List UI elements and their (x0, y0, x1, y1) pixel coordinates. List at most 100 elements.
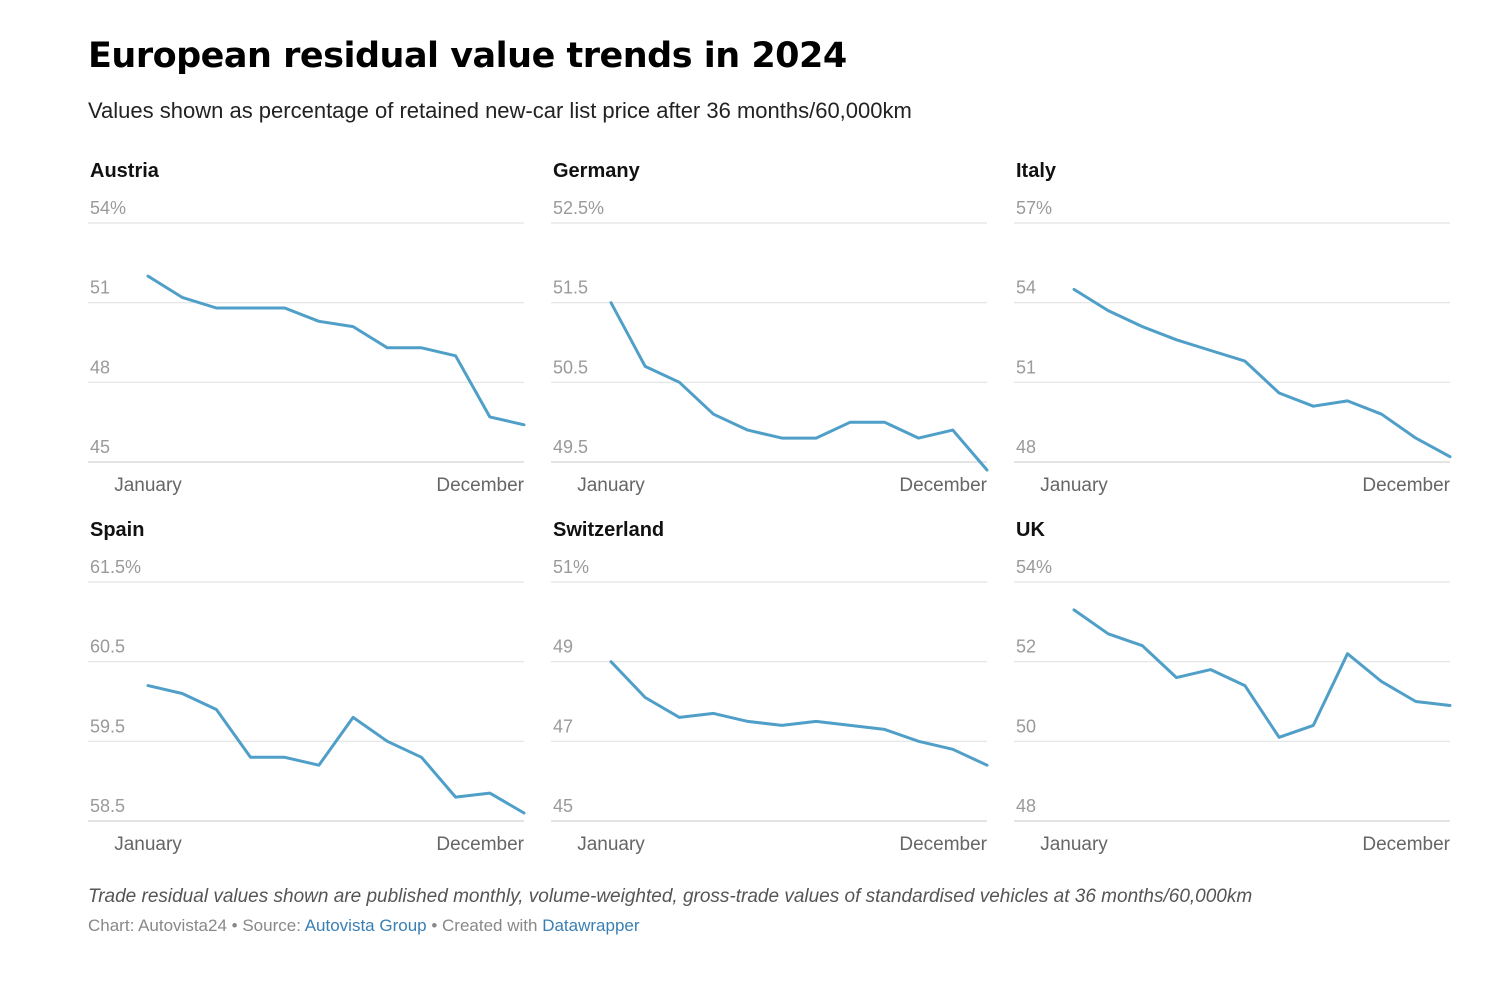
y-tick-label: 61.5% (90, 557, 141, 577)
x-tick-label: December (899, 475, 987, 496)
x-tick-label: January (114, 475, 182, 496)
data-point (814, 436, 818, 440)
panel-title: Spain (90, 519, 145, 541)
data-point (454, 354, 458, 358)
series-line (146, 274, 526, 427)
data-point (882, 420, 886, 424)
y-tick-label: 52.5% (553, 198, 604, 218)
data-point (214, 707, 218, 711)
data-point (1277, 735, 1281, 739)
line-chart-svg: 52.5% 51.5 50.5 49.5 January December (551, 198, 989, 496)
data-point (917, 436, 921, 440)
data-point (385, 346, 389, 350)
data-point (712, 711, 716, 715)
x-tick-label: January (114, 834, 182, 855)
data-point (609, 660, 613, 664)
data-point (677, 715, 681, 719)
panel-title: Switzerland (553, 519, 665, 541)
series-line (1072, 608, 1452, 739)
data-point (1311, 723, 1315, 727)
y-tick-label: 45 (90, 437, 110, 457)
x-tick-label: December (1362, 475, 1450, 496)
data-point (522, 811, 526, 815)
y-tick-label: 51% (553, 557, 589, 577)
data-point (848, 723, 852, 727)
data-point (1380, 412, 1384, 416)
y-tick-label: 49.5 (553, 437, 588, 457)
y-tick-label: 48 (90, 357, 110, 377)
series-line (1072, 287, 1452, 459)
y-tick-label: 60.5 (90, 637, 125, 657)
y-tick-label: 49 (553, 637, 573, 657)
data-point (1209, 668, 1213, 672)
data-point (848, 420, 852, 424)
y-tick-label: 57% (1016, 198, 1052, 218)
y-tick-label: 51 (1016, 357, 1036, 377)
y-tick-label: 54% (1016, 557, 1052, 577)
data-point (1243, 359, 1247, 363)
credit-separator: • (226, 916, 243, 935)
data-point (780, 436, 784, 440)
datawrapper-link[interactable]: Datawrapper (542, 916, 640, 935)
data-point (780, 723, 784, 727)
created-label: Created with (442, 916, 543, 935)
x-tick-label: January (577, 475, 645, 496)
credit-separator: • (426, 916, 443, 935)
data-point (351, 715, 355, 719)
panel-title: Italy (1016, 160, 1057, 182)
y-tick-label: 52 (1016, 637, 1036, 657)
line-chart-svg: 61.5% 60.5 59.5 58.5 January December (88, 557, 526, 855)
data-point (1243, 684, 1247, 688)
series-line (609, 660, 989, 767)
data-point (985, 763, 989, 767)
panel-austria: Austria 54% 51 48 45 January December (88, 160, 528, 500)
x-tick-label: December (1362, 834, 1450, 855)
x-tick-label: January (1040, 834, 1108, 855)
series-line (609, 301, 989, 472)
chart-note: Trade residual values shown are publishe… (88, 886, 1253, 907)
x-tick-label: January (1040, 475, 1108, 496)
data-point (1140, 644, 1144, 648)
chart-title: European residual value trends in 2024 (88, 36, 847, 76)
panel-title: UK (1016, 519, 1045, 541)
y-tick-label: 48 (1016, 796, 1036, 816)
source-link[interactable]: Autovista Group (304, 916, 427, 935)
data-point (317, 763, 321, 767)
data-point (643, 364, 647, 368)
source-label: Source: (242, 916, 305, 935)
chart-credit: Chart: Autovista24 (88, 916, 227, 935)
data-point (385, 739, 389, 743)
data-point (1448, 455, 1452, 459)
data-point (214, 306, 218, 310)
data-point (882, 727, 886, 731)
data-point (1414, 436, 1418, 440)
data-point (146, 684, 150, 688)
data-point (985, 468, 989, 472)
data-point (1106, 309, 1110, 313)
data-point (1072, 608, 1076, 612)
panel-spain: Spain 61.5% 60.5 59.5 58.5 January December (88, 519, 528, 859)
data-point (146, 274, 150, 278)
data-point (419, 346, 423, 350)
data-point (249, 306, 253, 310)
x-tick-label: December (899, 834, 987, 855)
data-point (951, 428, 955, 432)
panel-switzerland: Switzerland 51% 49 47 45 January December (551, 519, 991, 859)
data-point (283, 306, 287, 310)
data-point (677, 380, 681, 384)
data-point (283, 755, 287, 759)
chart-subtitle: Values shown as percentage of retained n… (88, 98, 912, 123)
data-point (1311, 404, 1315, 408)
data-point (488, 791, 492, 795)
data-point (180, 692, 184, 696)
data-point (1277, 391, 1281, 395)
data-point (917, 739, 921, 743)
y-tick-label: 54 (1016, 278, 1036, 298)
panel-germany: Germany 52.5% 51.5 50.5 49.5 January December (551, 160, 991, 500)
data-point (1345, 652, 1349, 656)
